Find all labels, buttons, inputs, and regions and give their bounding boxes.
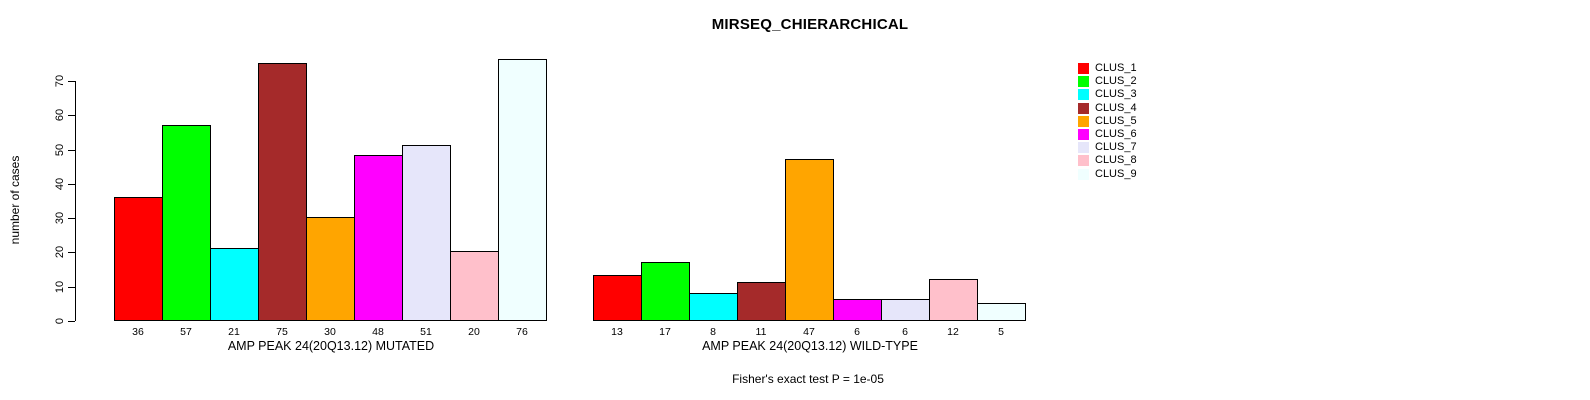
x-axis-label-mutated: AMP PEAK 24(20Q13.12) MUTATED [227, 339, 435, 353]
legend-swatch-clus_4 [1078, 102, 1089, 114]
y-tick-label: 0 [54, 317, 66, 325]
y-tick-mark [68, 286, 75, 288]
legend-label-clus_2: CLUS_2 [1095, 75, 1137, 88]
bar-mutated-clus_9 [498, 59, 547, 321]
bar-value-label-mutated-clus_7: 51 [420, 326, 432, 338]
y-tick-mark [68, 183, 75, 185]
bar-value-label-mutated-clus_6: 48 [372, 326, 384, 338]
legend-swatch-clus_1 [1078, 63, 1089, 75]
legend-swatch-clus_2 [1078, 76, 1089, 88]
bar-value-label-wild-type-clus_8: 12 [947, 326, 959, 338]
bar-value-label-wild-type-clus_9: 5 [998, 326, 1004, 338]
legend-swatch-clus_6 [1078, 129, 1089, 141]
bar-value-label-wild-type-clus_6: 6 [854, 326, 860, 338]
bar-value-label-wild-type-clus_7: 6 [902, 326, 908, 338]
bar-value-label-mutated-clus_5: 30 [324, 326, 336, 338]
bar-wild-type-clus_5 [785, 159, 834, 321]
bar-value-label-wild-type-clus_3: 8 [710, 326, 716, 338]
y-tick-label: 20 [54, 246, 66, 259]
bar-value-label-mutated-clus_2: 57 [180, 326, 192, 338]
y-tick-mark [68, 321, 75, 322]
legend-item-clus_2: CLUS_2 [1078, 75, 1137, 88]
fisher-test-note: Fisher's exact test P = 1e-05 [732, 372, 884, 386]
y-tick-label: 70 [54, 74, 66, 88]
bar-value-label-mutated-clus_1: 36 [132, 326, 144, 338]
bar-value-label-wild-type-clus_4: 11 [755, 326, 767, 338]
bar-wild-type-clus_4 [737, 282, 786, 321]
bar-wild-type-clus_1 [593, 275, 642, 321]
bar-mutated-clus_4 [258, 63, 307, 321]
bar-value-label-mutated-clus_8: 20 [468, 326, 480, 338]
legend-item-clus_5: CLUS_5 [1078, 115, 1137, 128]
legend-item-clus_3: CLUS_3 [1078, 88, 1137, 101]
y-tick-label: 30 [54, 212, 66, 225]
bar-wild-type-clus_8 [929, 279, 978, 321]
legend-swatch-clus_7 [1078, 142, 1089, 154]
bar-group-mutated [114, 59, 548, 321]
y-tick-mark [68, 115, 75, 117]
chart-title: MIRSEQ_CHIERARCHICAL [711, 16, 909, 33]
bar-value-label-wild-type-clus_5: 47 [803, 326, 815, 338]
bar-value-label-mutated-clus_9: 76 [516, 326, 528, 338]
legend-label-clus_6: CLUS_6 [1095, 128, 1137, 141]
bar-wild-type-clus_3 [689, 293, 738, 321]
legend-label-clus_9: CLUS_9 [1095, 167, 1137, 180]
bar-wild-type-clus_7 [881, 299, 930, 321]
legend-item-clus_1: CLUS_1 [1078, 62, 1137, 75]
bar-mutated-clus_5 [306, 217, 355, 321]
bar-mutated-clus_1 [114, 197, 163, 321]
y-axis-line [75, 81, 76, 321]
legend-swatch-clus_3 [1078, 89, 1089, 101]
legend-item-clus_7: CLUS_7 [1078, 141, 1137, 154]
legend-label-clus_5: CLUS_5 [1095, 114, 1137, 127]
y-tick-label: 50 [54, 143, 66, 156]
y-tick-mark [68, 252, 75, 254]
y-tick-label: 10 [54, 280, 66, 293]
x-axis-label-wild-type: AMP PEAK 24(20Q13.12) WILD-TYPE [702, 339, 918, 353]
y-tick-label: 40 [54, 177, 66, 190]
bar-value-label-wild-type-clus_1: 13 [611, 326, 623, 338]
bar-mutated-clus_8 [450, 251, 499, 321]
bar-group-wild-type [593, 59, 1027, 321]
legend-item-clus_4: CLUS_4 [1078, 102, 1137, 115]
legend-label-clus_3: CLUS_3 [1095, 88, 1137, 101]
legend-swatch-clus_8 [1078, 155, 1089, 167]
legend: CLUS_1 CLUS_2 CLUS_3 CLUS_4 CLUS_5 CLUS_6 CLUS… [1078, 62, 1137, 181]
bar-mutated-clus_6 [354, 155, 403, 321]
y-tick-mark [68, 81, 75, 82]
bar-wild-type-clus_9 [977, 303, 1026, 321]
bar-value-label-mutated-clus_3: 21 [228, 326, 240, 338]
y-tick-label: 60 [54, 109, 66, 122]
y-tick-mark [68, 149, 75, 151]
y-axis-title: number of cases [8, 155, 22, 245]
legend-swatch-clus_9 [1078, 168, 1089, 180]
bar-wild-type-clus_2 [641, 262, 690, 321]
bar-mutated-clus_3 [210, 248, 259, 321]
legend-label-clus_8: CLUS_8 [1095, 154, 1137, 167]
bar-mutated-clus_2 [162, 125, 211, 321]
legend-label-clus_7: CLUS_7 [1095, 141, 1137, 154]
legend-item-clus_6: CLUS_6 [1078, 128, 1137, 141]
y-tick-mark [68, 218, 75, 220]
legend-item-clus_9: CLUS_9 [1078, 168, 1137, 181]
legend-label-clus_1: CLUS_1 [1095, 62, 1137, 75]
bar-mutated-clus_7 [402, 145, 451, 321]
legend-label-clus_4: CLUS_4 [1095, 101, 1137, 114]
legend-swatch-clus_5 [1078, 115, 1089, 127]
bar-value-label-wild-type-clus_2: 17 [659, 326, 671, 338]
legend-item-clus_8: CLUS_8 [1078, 154, 1137, 167]
bar-value-label-mutated-clus_4: 75 [276, 326, 288, 338]
bar-wild-type-clus_6 [833, 299, 882, 321]
